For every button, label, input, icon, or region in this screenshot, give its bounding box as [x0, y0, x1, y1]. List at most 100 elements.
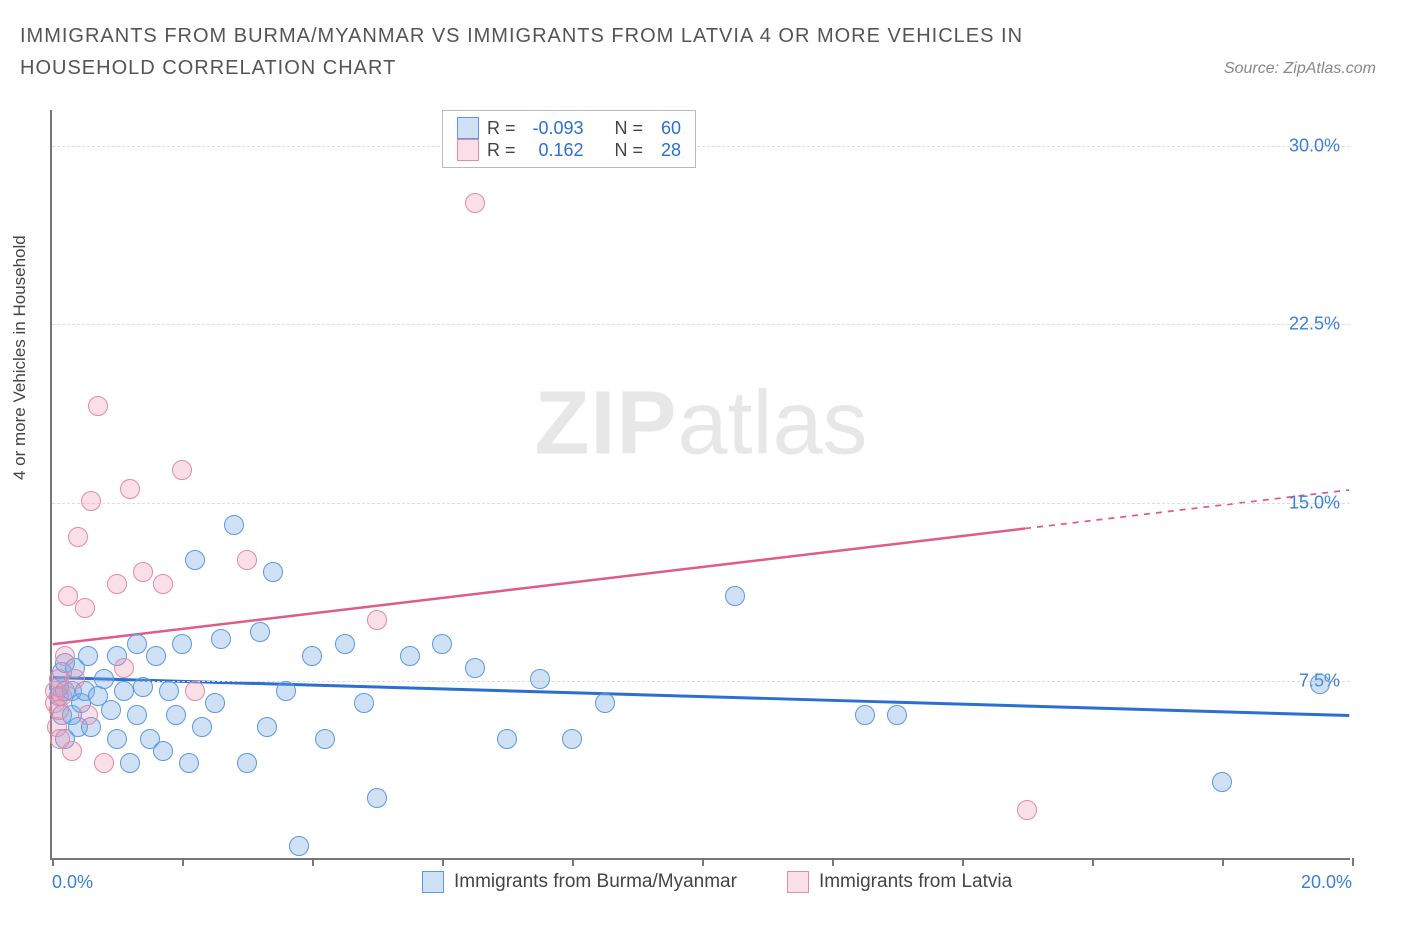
- point-burma: [367, 788, 387, 808]
- point-burma: [400, 646, 420, 666]
- point-burma: [465, 658, 485, 678]
- point-burma: [172, 634, 192, 654]
- point-burma: [153, 741, 173, 761]
- stats-n-label: N =: [615, 140, 644, 161]
- point-latvia: [465, 193, 485, 213]
- x-tick: [312, 858, 314, 866]
- stats-n-value: 28: [651, 140, 681, 161]
- point-latvia: [78, 705, 98, 725]
- point-latvia: [153, 574, 173, 594]
- x-tick: [182, 858, 184, 866]
- point-burma: [120, 753, 140, 773]
- point-burma: [315, 729, 335, 749]
- stats-n-value: 60: [651, 118, 681, 139]
- point-latvia: [185, 681, 205, 701]
- gridline-h: [52, 324, 1350, 325]
- watermark: ZIPatlas: [534, 373, 867, 476]
- x-tick: [1092, 858, 1094, 866]
- point-burma: [263, 562, 283, 582]
- point-latvia: [88, 396, 108, 416]
- point-latvia: [62, 741, 82, 761]
- y-tick-label: 22.5%: [1289, 314, 1340, 335]
- point-burma: [887, 705, 907, 725]
- point-latvia: [52, 686, 72, 706]
- point-latvia: [81, 491, 101, 511]
- point-burma: [1212, 772, 1232, 792]
- point-latvia: [107, 574, 127, 594]
- point-latvia: [237, 550, 257, 570]
- point-burma: [302, 646, 322, 666]
- watermark-atlas: atlas: [677, 374, 867, 474]
- y-axis-label: 4 or more Vehicles in Household: [10, 235, 30, 480]
- series-legend-item: Immigrants from Latvia: [787, 871, 1012, 893]
- stats-r-label: R =: [487, 118, 516, 139]
- point-burma: [107, 729, 127, 749]
- point-latvia: [55, 646, 75, 666]
- point-burma: [205, 693, 225, 713]
- stats-r-label: R =: [487, 140, 516, 161]
- x-tick: [52, 858, 54, 866]
- point-burma: [237, 753, 257, 773]
- point-latvia: [114, 658, 134, 678]
- point-latvia: [120, 479, 140, 499]
- point-latvia: [94, 753, 114, 773]
- source-attribution: Source: ZipAtlas.com: [1224, 60, 1376, 78]
- point-burma: [94, 669, 114, 689]
- x-tick: [1352, 858, 1354, 866]
- legend-swatch: [422, 871, 444, 893]
- point-burma: [562, 729, 582, 749]
- point-burma: [101, 700, 121, 720]
- point-latvia: [133, 562, 153, 582]
- point-burma: [114, 681, 134, 701]
- point-burma: [276, 681, 296, 701]
- point-burma: [146, 646, 166, 666]
- y-tick-label: 30.0%: [1289, 135, 1340, 156]
- point-burma: [224, 515, 244, 535]
- trend-line: [53, 529, 1025, 645]
- point-burma: [530, 669, 550, 689]
- point-burma: [192, 717, 212, 737]
- point-latvia: [172, 460, 192, 480]
- series-legend-label: Immigrants from Burma/Myanmar: [454, 871, 737, 893]
- x-tick: [442, 858, 444, 866]
- x-tick: [572, 858, 574, 866]
- stats-n-label: N =: [615, 118, 644, 139]
- point-burma: [335, 634, 355, 654]
- stats-r-value: -0.093: [524, 118, 584, 139]
- legend-swatch: [787, 871, 809, 893]
- x-tick-label: 20.0%: [1301, 872, 1352, 893]
- series-legend-label: Immigrants from Latvia: [819, 871, 1012, 893]
- point-burma: [354, 693, 374, 713]
- point-burma: [497, 729, 517, 749]
- series-legend-item: Immigrants from Burma/Myanmar: [422, 871, 737, 893]
- point-burma: [78, 646, 98, 666]
- point-burma: [1310, 674, 1330, 694]
- x-tick: [1222, 858, 1224, 866]
- point-burma: [595, 693, 615, 713]
- point-burma: [289, 836, 309, 856]
- gridline-h: [52, 146, 1350, 147]
- legend-swatch: [457, 117, 479, 139]
- point-burma: [855, 705, 875, 725]
- legend-swatch: [457, 139, 479, 161]
- point-burma: [127, 634, 147, 654]
- x-tick: [962, 858, 964, 866]
- point-burma: [166, 705, 186, 725]
- x-tick: [702, 858, 704, 866]
- gridline-h: [52, 503, 1350, 504]
- point-latvia: [68, 527, 88, 547]
- stats-legend: R =-0.093N =60R =0.162N =28: [442, 110, 696, 168]
- point-latvia: [65, 669, 85, 689]
- point-burma: [211, 629, 231, 649]
- scatter-plot: ZIPatlas 7.5%15.0%22.5%30.0%0.0%20.0%R =…: [50, 110, 1350, 860]
- series-legend: Immigrants from Burma/Myanmar Immigrants …: [422, 871, 1012, 893]
- point-burma: [159, 681, 179, 701]
- watermark-zip: ZIP: [534, 374, 677, 474]
- point-burma: [179, 753, 199, 773]
- point-latvia: [75, 598, 95, 618]
- point-latvia: [367, 610, 387, 630]
- stats-legend-row: R =0.162N =28: [457, 139, 681, 161]
- point-burma: [133, 677, 153, 697]
- x-tick-label: 0.0%: [52, 872, 93, 893]
- stats-legend-row: R = -0.093 N = 60: [457, 117, 681, 139]
